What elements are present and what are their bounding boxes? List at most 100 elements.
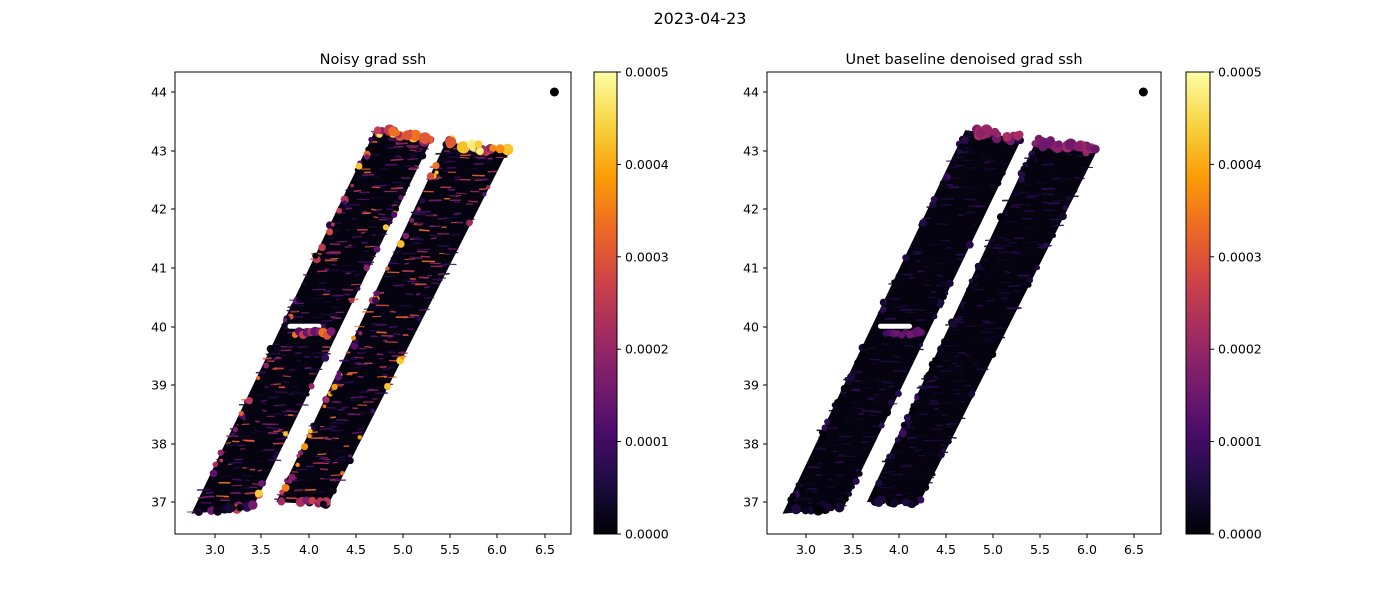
- data-streak: [388, 262, 400, 265]
- data-streak: [858, 412, 865, 415]
- data-point: [932, 357, 937, 362]
- data-streak: [265, 352, 279, 356]
- data-point: [238, 410, 244, 416]
- data-streak: [395, 142, 409, 145]
- data-point: [256, 376, 261, 381]
- data-point: [1082, 149, 1090, 157]
- data-streak: [392, 145, 404, 148]
- data-point: [363, 264, 370, 272]
- data-streak: [977, 324, 991, 327]
- data-point: [1018, 176, 1025, 183]
- data-point: [481, 192, 487, 197]
- data-point: [336, 207, 343, 214]
- data-streak: [261, 409, 267, 412]
- y-tick-label: 41: [151, 261, 167, 276]
- data-point: [883, 300, 888, 305]
- data-streak: [939, 275, 944, 278]
- data-streak: [401, 278, 407, 282]
- data-streak: [364, 346, 373, 348]
- data-point: [290, 303, 298, 311]
- data-point: [305, 392, 310, 397]
- data-streak: [1021, 217, 1033, 220]
- data-point: [373, 290, 380, 297]
- data-streak: [965, 325, 977, 328]
- data-point: [1031, 140, 1039, 148]
- y-tick-label: 40: [743, 320, 759, 335]
- data-point: [889, 499, 898, 508]
- data-point: [213, 506, 223, 516]
- data-streak: [893, 355, 902, 359]
- data-streak: [454, 178, 460, 181]
- data-point: [931, 472, 936, 477]
- x-tick-label: 6.5: [535, 542, 555, 557]
- data-streak: [335, 419, 349, 422]
- data-point: [856, 470, 863, 477]
- data-streak: [861, 386, 873, 389]
- y-tick-label: 44: [151, 85, 167, 100]
- data-point: [241, 502, 250, 511]
- data-point: [1035, 265, 1041, 271]
- data-streak: [430, 237, 437, 240]
- data-streak: [345, 207, 353, 210]
- data-point: [994, 131, 1002, 138]
- data-point: [919, 219, 927, 227]
- data-streak: [912, 309, 926, 311]
- data-point: [364, 153, 370, 160]
- data-streak: [418, 229, 430, 232]
- data-point: [854, 358, 863, 367]
- data-streak: [335, 298, 341, 301]
- data-point: [224, 503, 235, 514]
- data-point: [955, 312, 960, 317]
- data-point: [812, 504, 824, 516]
- data-streak: [807, 466, 820, 469]
- data-point: [331, 383, 338, 391]
- data-streak: [936, 274, 943, 277]
- data-point: [939, 293, 947, 301]
- data-point: [396, 247, 403, 254]
- data-streak: [244, 439, 255, 443]
- data-streak: [354, 397, 364, 400]
- marker-point: [549, 87, 559, 97]
- data-point: [1062, 205, 1068, 211]
- data-streak: [404, 244, 419, 247]
- data-streak: [417, 210, 431, 213]
- data-streak: [888, 385, 895, 388]
- data-point: [1037, 141, 1049, 152]
- data-streak: [375, 323, 387, 327]
- data-point: [501, 143, 514, 156]
- data-point: [917, 496, 925, 504]
- data-point: [903, 413, 911, 422]
- data-streak: [432, 278, 443, 280]
- data-point: [312, 252, 319, 259]
- data-streak: [295, 468, 308, 471]
- y-tick-label: 42: [151, 202, 167, 217]
- data-streak: [260, 399, 267, 403]
- data-streak: [292, 385, 299, 388]
- data-streak: [390, 187, 404, 190]
- data-streak: [800, 497, 813, 500]
- data-streak: [958, 305, 965, 308]
- data-streak: [232, 478, 243, 481]
- data-streak: [896, 493, 903, 496]
- data-streak: [807, 502, 813, 505]
- data-streak: [902, 273, 913, 276]
- data-point: [808, 459, 813, 464]
- x-tick-label: 3.5: [251, 542, 271, 557]
- data-point: [402, 130, 413, 141]
- data-streak: [940, 204, 951, 207]
- data-streak: [366, 389, 375, 392]
- data-point: [302, 496, 311, 505]
- data-point: [426, 172, 435, 180]
- data-streak: [435, 152, 448, 155]
- axes-frame: [174, 71, 572, 535]
- data-point: [272, 454, 278, 460]
- data-streak: [273, 404, 286, 407]
- data-point: [311, 427, 316, 432]
- data-streak: [858, 423, 865, 426]
- x-tick-label: 3.0: [796, 542, 816, 557]
- data-point: [368, 136, 374, 143]
- data-streak: [1051, 177, 1062, 180]
- data-streak: [970, 336, 979, 338]
- data-point: [880, 306, 887, 313]
- data-point: [795, 482, 800, 487]
